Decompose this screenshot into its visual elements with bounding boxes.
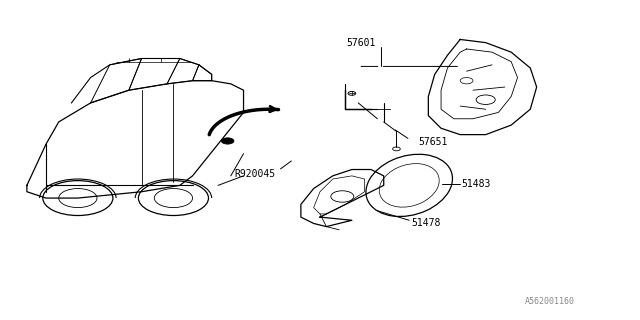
Text: 51478: 51478 xyxy=(411,218,440,228)
Text: 57651: 57651 xyxy=(419,137,448,147)
Circle shape xyxy=(221,138,234,144)
Text: R920045: R920045 xyxy=(234,169,275,179)
Text: 57601: 57601 xyxy=(347,38,376,48)
Text: A562001160: A562001160 xyxy=(525,297,575,306)
Text: 51483: 51483 xyxy=(461,180,491,189)
